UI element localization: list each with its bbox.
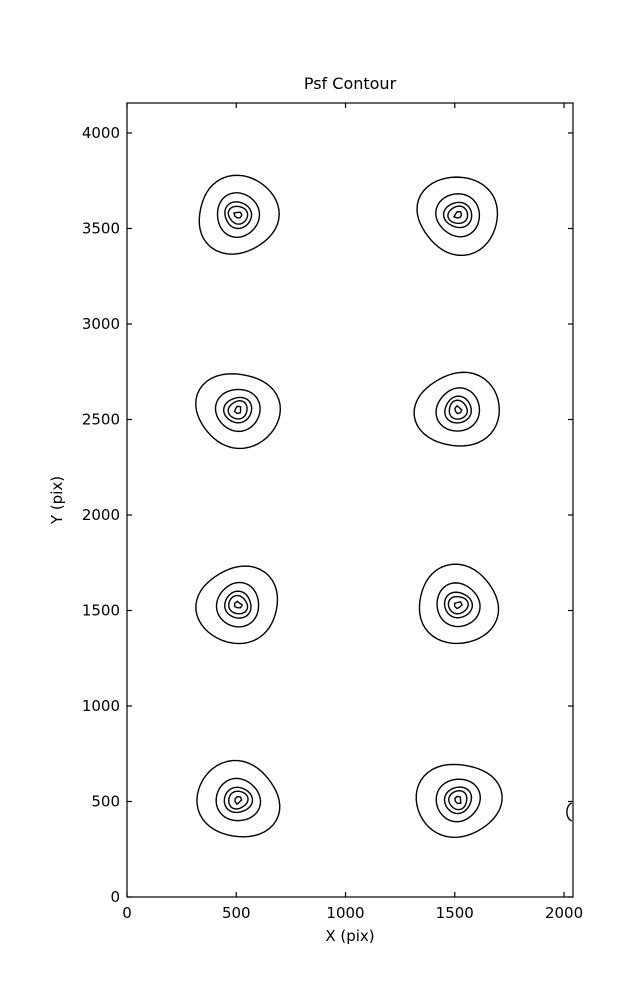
psf-contour-group: [198, 174, 280, 255]
axis-tick-labels: 0 500 1000 1500 2000 0 500 1000 1500 2000 2500 3000…: [82, 124, 583, 922]
contour-ring: [436, 582, 481, 628]
contour-ring: [454, 405, 463, 415]
y-tick-label: 500: [91, 792, 120, 810]
psf-contour-group: [415, 763, 503, 839]
axis-ticks: [126, 103, 573, 898]
contour-ring: [453, 601, 463, 610]
contour-ring: [195, 373, 282, 450]
contour-ring: [227, 205, 249, 225]
psf-contour-group: [195, 565, 279, 645]
contour-ring: [224, 590, 252, 619]
psf-contour-group: [413, 371, 501, 447]
contour-ring: [435, 193, 481, 238]
x-tick-label: 1000: [326, 904, 364, 922]
contour-ring: [443, 786, 473, 815]
contour-ring: [416, 176, 499, 257]
contour-ring: [234, 795, 243, 805]
psf-contour-group: [195, 373, 282, 450]
contour-ring: [233, 600, 243, 609]
x-tick-label: 500: [222, 904, 251, 922]
contour-ring: [448, 790, 468, 811]
contour-ring: [435, 387, 481, 432]
contour-ring: [444, 395, 472, 424]
partial-contour-edge: [566, 802, 572, 822]
contour-ring: [443, 591, 474, 619]
contour-ring: [228, 790, 249, 810]
y-tick-label: 0: [110, 888, 120, 906]
y-tick-label: 4000: [82, 124, 120, 142]
psf-contours: [195, 174, 572, 839]
y-tick-label: 1000: [82, 697, 120, 715]
contour-ring: [447, 595, 469, 615]
psf-contour-group: [418, 563, 500, 645]
y-tick-label: 1500: [82, 601, 120, 619]
contour-ring: [413, 371, 501, 447]
y-axis-label: Y (pix): [48, 476, 66, 525]
plot-area: [127, 103, 573, 897]
contour-ring: [435, 778, 481, 823]
contour-ring: [447, 205, 469, 225]
contour-ring: [418, 563, 500, 645]
contour-ring: [223, 786, 254, 814]
y-tick-label: 3000: [82, 315, 120, 333]
contour-ring: [198, 174, 280, 255]
contour-ring: [442, 201, 473, 229]
chart-title: Psf Contour: [304, 74, 397, 93]
contour-ring: [453, 210, 463, 219]
psf-contour-group: [196, 759, 281, 838]
axes-box: [126, 102, 574, 898]
contour-ring: [233, 211, 243, 219]
contour-ring: [233, 405, 242, 415]
contour-ring: [215, 581, 260, 628]
contour-ring: [214, 388, 261, 433]
contour-ring: [415, 763, 503, 839]
x-tick-label: 0: [122, 904, 132, 922]
contour-ring: [228, 594, 249, 615]
contour-ring: [223, 396, 253, 424]
contour-ring: [216, 192, 261, 238]
y-tick-label: 3500: [82, 219, 120, 237]
contour-ring: [448, 399, 468, 420]
contour-ring: [195, 565, 279, 645]
contour-ring: [227, 400, 248, 420]
y-tick-label: 2500: [82, 410, 120, 428]
contour-ring: [196, 759, 281, 838]
y-tick-label: 2000: [82, 506, 120, 524]
x-axis-label: X (pix): [325, 927, 374, 945]
contour-ring: [224, 201, 253, 230]
psf-contour-group: [416, 176, 499, 257]
x-tick-label: 1500: [436, 904, 474, 922]
contour-ring: [215, 777, 262, 822]
x-tick-label: 2000: [545, 904, 583, 922]
contour-ring: [454, 795, 462, 805]
